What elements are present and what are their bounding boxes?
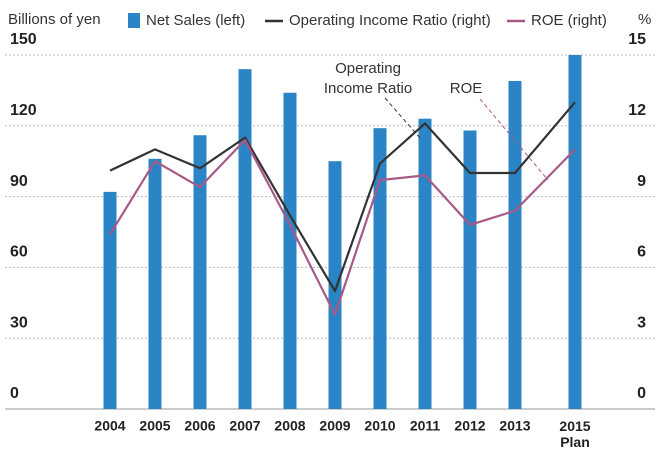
y2-tick-label: 9 bbox=[637, 173, 646, 190]
y2-tick-label: 15 bbox=[628, 31, 646, 48]
bar bbox=[103, 191, 117, 409]
annotation-leader bbox=[479, 98, 549, 181]
bar bbox=[568, 55, 582, 409]
annotation: Operating Income Ratio bbox=[324, 60, 412, 97]
annotation-leader bbox=[384, 97, 421, 139]
x-tick-label: 2005 bbox=[139, 418, 170, 434]
y2-tick-label: 0 bbox=[637, 385, 646, 402]
bar bbox=[463, 130, 477, 409]
x-tick-label: 2012 bbox=[454, 418, 485, 434]
y2-tick-label: 3 bbox=[637, 314, 646, 331]
y-tick-label: 120 bbox=[10, 102, 37, 119]
y2-tick-label: 12 bbox=[628, 102, 646, 119]
bar bbox=[148, 158, 162, 409]
x-tick-label: 2004 bbox=[94, 418, 125, 434]
y-tick-label: 90 bbox=[10, 173, 28, 190]
x-tick-label: 2011 bbox=[410, 418, 441, 434]
x-tick-label: 2015 Plan bbox=[559, 418, 590, 450]
bar bbox=[373, 128, 387, 409]
line bbox=[109, 101, 576, 293]
bar bbox=[328, 161, 342, 409]
legend-swatch bbox=[128, 13, 140, 28]
x-tick-label: 2007 bbox=[229, 418, 260, 434]
line bbox=[109, 138, 576, 316]
y-tick-label: 60 bbox=[10, 244, 28, 261]
y2-axis-label: % bbox=[638, 11, 651, 28]
y-tick-label: 0 bbox=[10, 385, 19, 402]
x-tick-label: 2008 bbox=[274, 418, 305, 434]
y-axis-label: Billions of yen bbox=[8, 11, 101, 28]
y2-tick-label: 6 bbox=[637, 244, 646, 261]
bar bbox=[238, 69, 252, 409]
x-tick-label: 2010 bbox=[364, 418, 395, 434]
x-tick-label: 2009 bbox=[319, 418, 350, 434]
legend-label: ROE (right) bbox=[531, 12, 607, 29]
bar bbox=[418, 118, 432, 409]
legend-label: Net Sales (left) bbox=[146, 12, 245, 29]
bar bbox=[508, 80, 522, 410]
x-tick-label: 2013 bbox=[499, 418, 530, 434]
y-tick-label: 150 bbox=[10, 31, 37, 48]
bar bbox=[283, 92, 297, 409]
annotation: ROE bbox=[450, 80, 483, 97]
y-tick-label: 30 bbox=[10, 314, 28, 331]
x-tick-label: 2006 bbox=[184, 418, 215, 434]
bar bbox=[193, 135, 207, 410]
legend-label: Operating Income Ratio (right) bbox=[289, 12, 491, 29]
